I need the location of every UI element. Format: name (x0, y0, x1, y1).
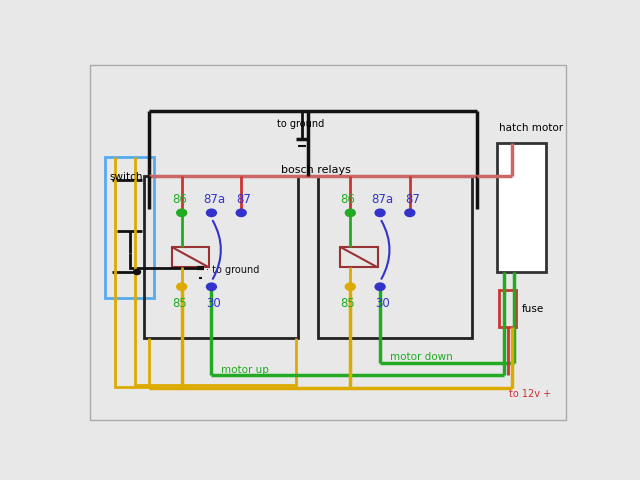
Text: 85: 85 (340, 297, 355, 310)
Text: motor up: motor up (221, 365, 269, 375)
Text: bosch relays: bosch relays (281, 165, 351, 175)
Text: 86: 86 (340, 193, 355, 206)
Bar (499, 290, 516, 327)
Bar (340, 247, 378, 267)
Text: 30: 30 (375, 297, 390, 310)
Bar (172, 247, 209, 267)
Text: fuse: fuse (522, 304, 544, 314)
Text: hatch motor: hatch motor (499, 123, 563, 133)
Bar (145, 176, 298, 338)
Text: · to ground: · to ground (207, 265, 260, 275)
Circle shape (405, 209, 415, 216)
Text: 86: 86 (172, 193, 187, 206)
Circle shape (134, 269, 141, 275)
Text: to ground: to ground (277, 119, 324, 129)
Text: 87: 87 (236, 193, 251, 206)
Text: 85: 85 (172, 297, 187, 310)
Circle shape (177, 283, 187, 290)
Text: 87a: 87a (371, 193, 394, 206)
Circle shape (177, 209, 187, 216)
Bar (318, 176, 472, 338)
Text: to 12v +: to 12v + (509, 389, 551, 399)
Circle shape (207, 209, 216, 216)
Circle shape (346, 209, 355, 216)
Circle shape (207, 283, 216, 290)
Text: 87a: 87a (203, 193, 225, 206)
Bar (105, 157, 154, 298)
Circle shape (375, 283, 385, 290)
Text: 87: 87 (405, 193, 420, 206)
Circle shape (236, 209, 246, 216)
Bar (497, 143, 547, 272)
Text: 30: 30 (207, 297, 221, 310)
Text: motor down: motor down (390, 352, 452, 362)
Text: switch: switch (110, 172, 143, 182)
Circle shape (346, 283, 355, 290)
Circle shape (375, 209, 385, 216)
